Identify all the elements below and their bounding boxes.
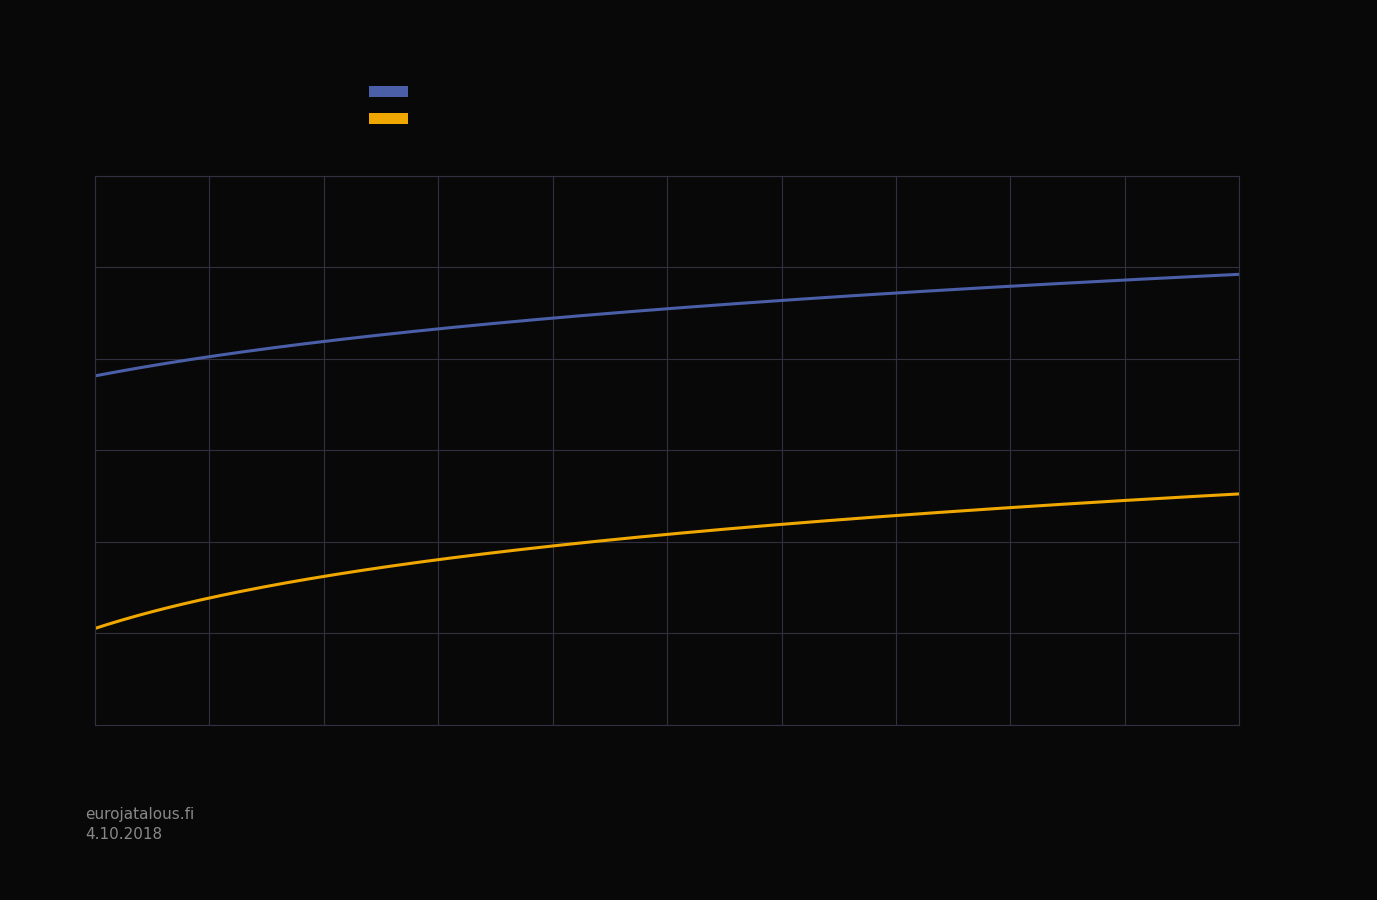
Text: 4.10.2018: 4.10.2018 [85,827,162,842]
Text: eurojatalous.fi: eurojatalous.fi [85,807,194,822]
